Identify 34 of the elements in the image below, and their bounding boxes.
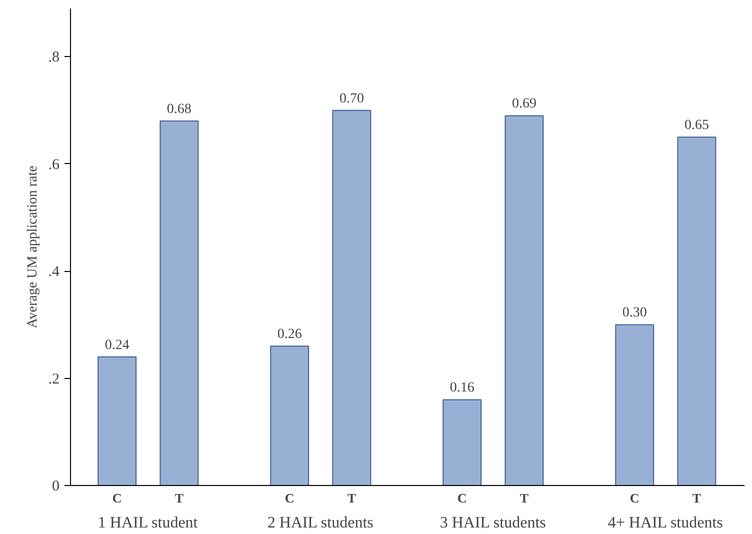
data-label: 0.68: [166, 102, 192, 118]
bar: [504, 115, 544, 486]
text: T: [520, 490, 529, 506]
data-label: 0.30: [622, 306, 647, 321]
bar: [270, 346, 310, 486]
text: C: [630, 490, 640, 506]
y-axis-title: Average UM application rate: [25, 166, 40, 328]
bar: [677, 136, 716, 486]
data-label: 0.70: [339, 91, 364, 106]
bar: [615, 324, 654, 486]
bar: [442, 399, 482, 486]
data-label: 0.16: [450, 380, 474, 396]
data-label: 0.69: [512, 96, 536, 112]
text: T: [347, 490, 356, 506]
data-label: 0.26: [277, 327, 302, 342]
y-tick-label: .2: [48, 371, 60, 388]
text: C: [284, 490, 294, 506]
x-tick-label: 4+ HAIL students: [608, 514, 723, 532]
series-label: C: [112, 490, 122, 506]
y-tick-label: .6: [48, 156, 60, 173]
bar: [332, 110, 372, 486]
x-tick-label: 1 HAIL student: [98, 514, 198, 532]
bar: [98, 356, 137, 486]
text: T: [692, 490, 702, 506]
bar: [160, 120, 199, 486]
y-tick-label: .4: [48, 264, 60, 280]
series-label: T: [174, 490, 184, 506]
data-label: 0.65: [684, 118, 709, 134]
y-tick-label: .8: [48, 50, 60, 66]
data-label: 0.24: [104, 338, 130, 353]
x-tick-label: 2 HAIL students: [267, 514, 374, 532]
x-tick-label: 3 HAIL students: [440, 514, 546, 532]
y-tick-label: 0: [52, 478, 60, 494]
text: C: [457, 490, 467, 506]
